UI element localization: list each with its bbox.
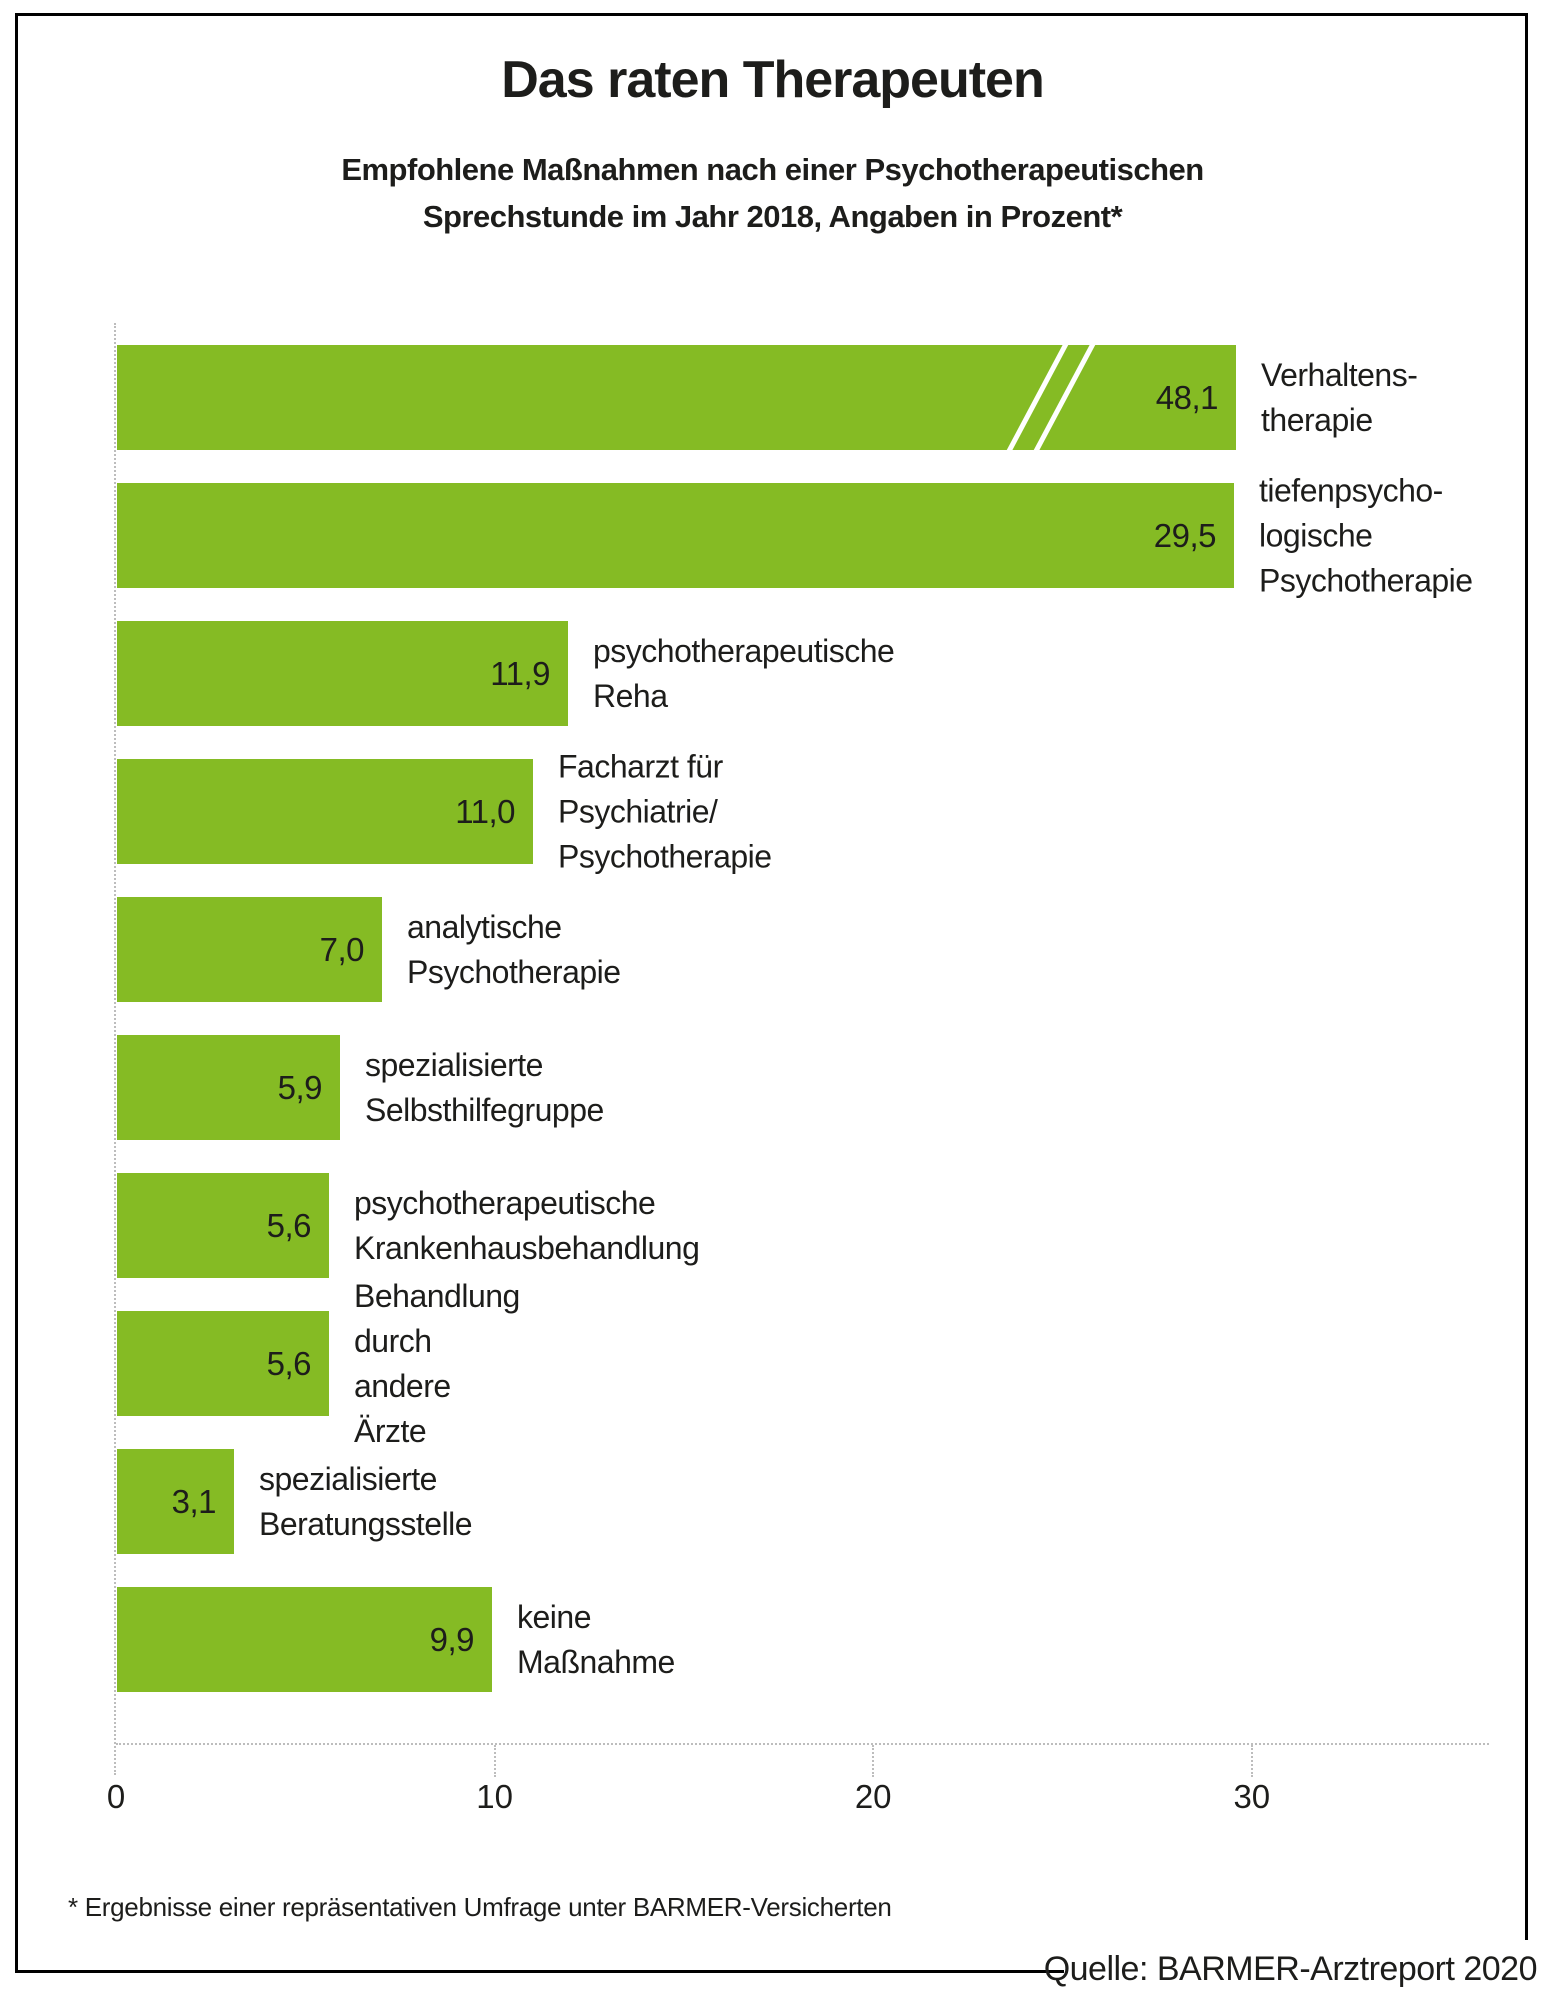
chart-title: Das raten Therapeuten <box>501 51 1045 109</box>
source-credit: Quelle: BARMER-Arztreport 2020 <box>1043 1950 1538 1988</box>
bar-category-label: psychotherapeutische Krankenhausbehandlu… <box>354 1184 700 1266</box>
bar-category-label: Behandlung durch andere Ärzte <box>354 1277 520 1449</box>
x-tick-label: 20 <box>854 1778 892 1815</box>
source-area-mask <box>1064 1940 1545 1998</box>
x-tick-label: 0 <box>106 1778 126 1815</box>
zero-gridline <box>114 323 116 1775</box>
bar: 5,9 <box>117 1035 340 1140</box>
bar: 9,9 <box>117 1587 492 1692</box>
footnote: * Ergebnisse einer repräsentativen Umfra… <box>68 1892 892 1922</box>
bar-value-label: 11,0 <box>455 793 515 830</box>
axis-break-line-icon <box>1005 345 1070 450</box>
bar-category-label: analytische Psychotherapie <box>407 908 621 990</box>
x-tick-label: 10 <box>476 1778 513 1815</box>
bar: 48,1 <box>117 345 1236 450</box>
bar: 11,0 <box>117 759 533 864</box>
chart-subtitle-line1: Empfohlene Maßnahmen nach einer Psychoth… <box>341 152 1204 187</box>
bar-category-label: Verhaltens- therapie <box>1261 356 1418 438</box>
bar-category-label: spezialisierte Selbsthilfegruppe <box>365 1046 604 1128</box>
bar-category-label: keine Maßnahme <box>517 1598 675 1680</box>
chart-subtitle-line2: Sprechstunde im Jahr 2018, Angaben in Pr… <box>422 199 1123 234</box>
axis-break-line-icon <box>1032 345 1097 450</box>
bar-value-label: 11,9 <box>490 655 550 692</box>
chart-frame-border <box>15 13 1528 1973</box>
x-tick-mark <box>493 1745 496 1777</box>
x-tick-label: 30 <box>1233 1778 1271 1815</box>
bar-value-label: 48,1 <box>1155 379 1219 416</box>
bar-value-label: 5,6 <box>266 1207 312 1244</box>
bar: 7,0 <box>117 897 382 1002</box>
bar-category-label: Facharzt für Psychiatrie/ Psychotherapie <box>558 748 772 874</box>
bar-value-label: 9,9 <box>429 1621 475 1658</box>
x-tick-mark <box>872 1745 875 1777</box>
bar-category-label: tiefenpsycho- logische Psychotherapie <box>1259 472 1473 598</box>
bar-value-label: 7,0 <box>319 931 365 968</box>
bar: 5,6 <box>117 1173 329 1278</box>
bar-category-label: psychotherapeutische Reha <box>593 632 895 714</box>
bar: 3,1 <box>117 1449 234 1554</box>
bar-value-label: 5,9 <box>277 1069 323 1106</box>
bar: 11,9 <box>117 621 568 726</box>
bar: 5,6 <box>117 1311 329 1416</box>
x-tick-mark <box>1250 1745 1253 1777</box>
bar-value-label: 3,1 <box>171 1483 217 1520</box>
bar-value-label: 5,6 <box>266 1345 312 1382</box>
bar: 29,5 <box>117 483 1234 588</box>
bar-value-label: 29,5 <box>1153 517 1217 554</box>
bar-category-label: spezialisierte Beratungsstelle <box>259 1460 473 1542</box>
x-axis-baseline <box>116 1743 1489 1745</box>
